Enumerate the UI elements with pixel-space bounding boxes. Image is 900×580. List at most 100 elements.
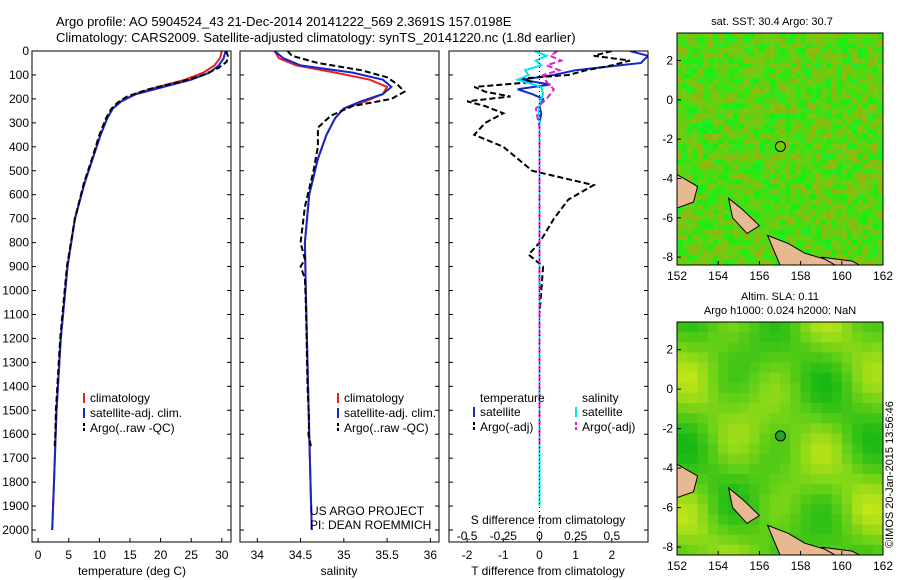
map-cell (867, 43, 874, 49)
map-cell (862, 362, 874, 374)
map-cell (749, 98, 755, 105)
map-cell (831, 244, 838, 251)
map-cell (769, 413, 781, 424)
y-tick-label: 0 (22, 44, 29, 58)
map-cell (872, 58, 879, 64)
map-cell (831, 108, 838, 115)
argo-position-marker (774, 140, 786, 152)
map-cell (816, 73, 822, 79)
map-cell (692, 179, 699, 185)
map-cell (707, 209, 714, 215)
map-cell (718, 179, 724, 185)
map-cell (692, 63, 699, 69)
map-cell (826, 53, 833, 59)
map-cell (677, 372, 688, 384)
map-cell (754, 53, 760, 59)
map-cell (697, 184, 704, 190)
map-cell (697, 149, 704, 155)
map-cell (872, 254, 879, 261)
map-cell (733, 260, 740, 265)
map-cell (836, 43, 843, 49)
map-cell (702, 48, 709, 54)
map-cell (867, 229, 874, 236)
map-cell (800, 524, 812, 536)
map-cell (877, 209, 883, 215)
map-cell (841, 159, 848, 165)
map-cell (702, 144, 709, 150)
map-cell (877, 63, 883, 69)
map-cell (780, 423, 791, 434)
map-cell (800, 342, 812, 353)
map-cell (862, 484, 874, 495)
map-cell (810, 352, 822, 363)
map-cell (707, 443, 719, 455)
map-cell (795, 169, 802, 175)
map-cell (841, 38, 848, 44)
map-cell (877, 123, 883, 130)
map-cell (718, 382, 729, 394)
map-cell (764, 260, 771, 265)
map-cell (677, 53, 683, 59)
map-cell (677, 169, 683, 175)
map-cell (764, 239, 771, 246)
map-cell (759, 392, 771, 404)
map-cell (733, 149, 740, 155)
difference-xlabel-t: T difference from climatology (471, 564, 625, 578)
map-cell (677, 494, 688, 505)
map-cell (682, 174, 688, 180)
map-cell (769, 43, 776, 49)
map-cell (872, 154, 879, 160)
map-cell (780, 123, 786, 130)
map-cell (707, 352, 719, 363)
map-cell (780, 322, 791, 333)
map-cell (744, 113, 750, 120)
map-cell (713, 83, 719, 89)
map-cell (749, 234, 755, 241)
map-cell (692, 229, 699, 236)
map-cell (857, 204, 863, 210)
map-cell (780, 332, 791, 343)
map-cell (790, 103, 796, 110)
map-cell (733, 48, 740, 54)
map-cell (847, 189, 853, 195)
map-cell (790, 229, 796, 236)
map-cell (749, 43, 755, 49)
map-cell (718, 113, 724, 120)
map-cell (800, 352, 812, 363)
map-cell (862, 88, 869, 94)
map-cell (800, 184, 807, 190)
map-cell (738, 144, 745, 150)
map-cell (769, 199, 776, 205)
map-cell (774, 260, 781, 265)
map-cell (764, 123, 771, 130)
map-cell (687, 224, 693, 231)
map-cell (702, 128, 709, 135)
map-cell (847, 164, 853, 170)
map-cell (857, 118, 863, 125)
map-y-tick-label: -2 (662, 422, 673, 436)
map-cell (847, 103, 853, 110)
map-cell (877, 204, 883, 210)
map-cell (682, 244, 688, 251)
map-cell (733, 234, 740, 241)
map-cell (867, 68, 874, 74)
map-cell (805, 194, 812, 200)
map-cell (852, 403, 863, 414)
map-cell (733, 68, 740, 74)
map-cell (759, 494, 771, 505)
map-cell (702, 58, 709, 64)
map-cell (877, 244, 883, 251)
map-cell (754, 204, 760, 210)
map-cell (852, 443, 863, 455)
map-cell (702, 159, 709, 165)
map-cell (831, 43, 838, 49)
map-cell (795, 229, 802, 236)
map-cell (677, 108, 683, 115)
map-cell (728, 514, 740, 526)
map-cell (682, 260, 688, 265)
map-cell (847, 159, 853, 165)
map-cell (749, 484, 760, 495)
map-cell (682, 88, 688, 94)
map-cell (800, 382, 812, 394)
map-cell (713, 138, 719, 145)
